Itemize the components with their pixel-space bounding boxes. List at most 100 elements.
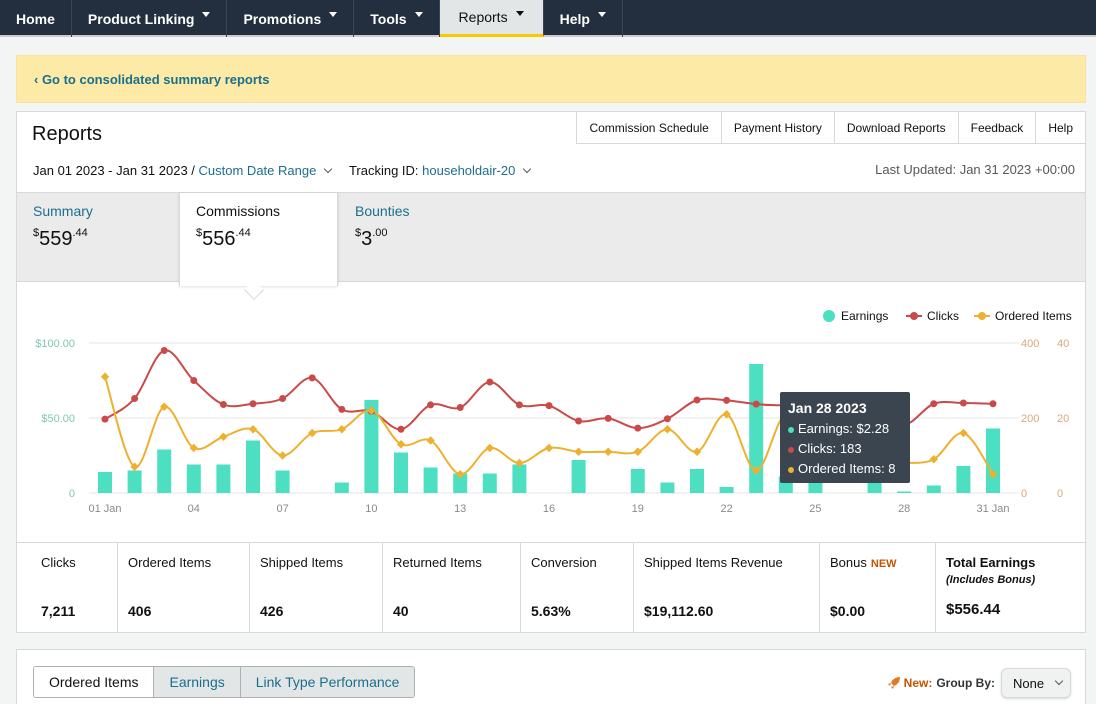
reports-panel: Reports Commission Schedule Payment Hist… — [16, 111, 1086, 633]
tooltip-earnings-text: Earnings: $2.28 — [798, 421, 890, 436]
clicks-point — [486, 378, 494, 386]
group-by-label: Group By: — [936, 676, 995, 690]
ordered-items-point — [988, 470, 998, 479]
payment-history-link[interactable]: Payment History — [720, 112, 834, 144]
y-tick-label-ordered: 20 — [1057, 413, 1069, 425]
tab-commissions-label: Commissions — [196, 203, 281, 219]
bounties-amount: $3.00 — [355, 227, 463, 251]
clicks-point — [959, 399, 967, 407]
legend-earnings[interactable]: Earnings — [823, 309, 888, 323]
y-tick-label-clicks: 0 — [1021, 488, 1027, 500]
nav-reports-label: Reports — [458, 9, 508, 25]
clicks-point — [101, 415, 109, 423]
download-reports-link[interactable]: Download Reports — [833, 112, 958, 144]
earnings-bar — [571, 460, 586, 493]
y-tick-label-clicks: 400 — [1021, 338, 1039, 350]
earnings-bar — [334, 482, 349, 493]
caret-down-icon — [597, 12, 606, 17]
earnings-bar — [246, 440, 260, 493]
ordered-items-point — [515, 458, 524, 468]
ordered-items-point — [278, 451, 287, 460]
x-tick-label: 22 — [720, 503, 732, 515]
earnings-bar — [423, 467, 438, 493]
x-tick-label: 01 Jan — [88, 503, 121, 515]
kpi-value: 426 — [260, 603, 284, 619]
tab-link-type-performance[interactable]: Link Type Performance — [239, 667, 415, 697]
kpi-bonus: Bonus NEW $0.00 — [820, 543, 936, 633]
kpi-value: $19,112.60 — [644, 603, 714, 619]
date-range-text: Jan 01 2023 - Jan 31 2023 / — [33, 163, 195, 178]
new-badge: NEW — [870, 558, 897, 570]
chevron-down-icon — [523, 164, 532, 174]
earnings-bar — [690, 469, 704, 493]
feedback-link[interactable]: Feedback — [957, 112, 1036, 144]
legend-ordered-label: Ordered Items — [995, 309, 1072, 323]
amount-whole: 3 — [361, 228, 373, 250]
tab-bounties[interactable]: Bounties $3.00 — [339, 193, 479, 283]
earnings-bar — [956, 466, 971, 493]
earnings-bar — [926, 485, 941, 493]
earnings-bar — [157, 449, 172, 493]
nav-reports[interactable]: Reports — [439, 0, 544, 37]
tab-commissions[interactable]: Commissions $556.44 — [179, 193, 338, 286]
consolidated-summary-link[interactable]: ‹ Go to consolidated summary reports — [34, 71, 270, 87]
x-tick-label: 28 — [898, 503, 910, 515]
custom-date-range-dropdown[interactable]: Custom Date Range — [198, 163, 333, 178]
amount-whole: 556 — [202, 228, 236, 250]
ordered-items-point — [959, 428, 968, 438]
tab-bounties-label: Bounties — [355, 203, 410, 219]
ordered-items-point — [396, 440, 406, 449]
legend-clicks[interactable]: Clicks — [906, 309, 959, 323]
y-tick-label-clicks: 200 — [1021, 413, 1039, 425]
ordered-items-point — [722, 410, 731, 419]
clicks-point — [338, 405, 346, 413]
commission-schedule-link[interactable]: Commission Schedule — [576, 112, 721, 144]
group-by-select[interactable]: None — [1001, 668, 1071, 698]
amount-whole: 559 — [39, 228, 73, 250]
legend-earnings-label: Earnings — [841, 309, 889, 323]
tooltip-title: Jan 28 2023 — [788, 400, 867, 416]
earnings-bar — [482, 473, 497, 493]
nav-promotions[interactable]: Promotions — [227, 0, 355, 37]
x-tick-label: 13 — [454, 503, 466, 515]
earnings-dot-icon — [823, 310, 835, 322]
nav-product-linking[interactable]: Product Linking — [72, 0, 228, 37]
tab-ordered-items[interactable]: Ordered Items — [34, 667, 154, 697]
currency-symbol: $ — [355, 227, 362, 239]
legend-ordered[interactable]: Ordered Items — [974, 309, 1072, 323]
x-tick-label: 19 — [632, 503, 644, 515]
tooltip-clicks-text: Clicks: 183 — [798, 441, 862, 456]
tab-summary[interactable]: Summary $559.44 — [17, 193, 179, 283]
kpi-conversion: Conversion 5.63% — [521, 543, 634, 633]
earnings-bar — [719, 487, 734, 493]
clicks-point — [575, 417, 583, 425]
legend-clicks-label: Clicks — [927, 309, 959, 323]
clicks-point — [190, 377, 198, 384]
clicks-line-icon — [906, 312, 922, 320]
earnings-bar — [275, 470, 290, 493]
tab-earnings[interactable]: Earnings — [153, 667, 240, 697]
x-tick-label: 25 — [809, 503, 821, 515]
tracking-id-label: Tracking ID: — [348, 163, 419, 178]
kpi-value: $556.44 — [946, 601, 1001, 618]
custom-date-range-label: Custom Date Range — [198, 163, 317, 178]
earnings-bar — [897, 491, 912, 493]
earnings-bar — [98, 472, 112, 493]
earnings-bar — [186, 464, 201, 493]
nav-home[interactable]: Home — [0, 0, 72, 37]
help-link[interactable]: Help — [1035, 112, 1085, 144]
ordered-items-point — [603, 447, 613, 456]
tracking-id-dropdown[interactable]: householdair-20 — [422, 163, 532, 178]
kpi-clicks: Clicks 7,211 — [17, 543, 118, 633]
ordered-items-point — [751, 466, 761, 475]
nav-tools[interactable]: Tools — [354, 0, 440, 37]
x-tick-label: 10 — [365, 503, 377, 515]
nav-tools-label: Tools — [370, 10, 407, 27]
nav-help[interactable]: Help — [544, 0, 623, 37]
earnings-bar — [453, 473, 468, 493]
report-type-tabs: Ordered Items Earnings Link Type Perform… — [33, 666, 416, 698]
earnings-bar — [394, 452, 408, 493]
ordered-items-point — [455, 470, 465, 479]
kpi-value: $0.00 — [830, 603, 866, 619]
